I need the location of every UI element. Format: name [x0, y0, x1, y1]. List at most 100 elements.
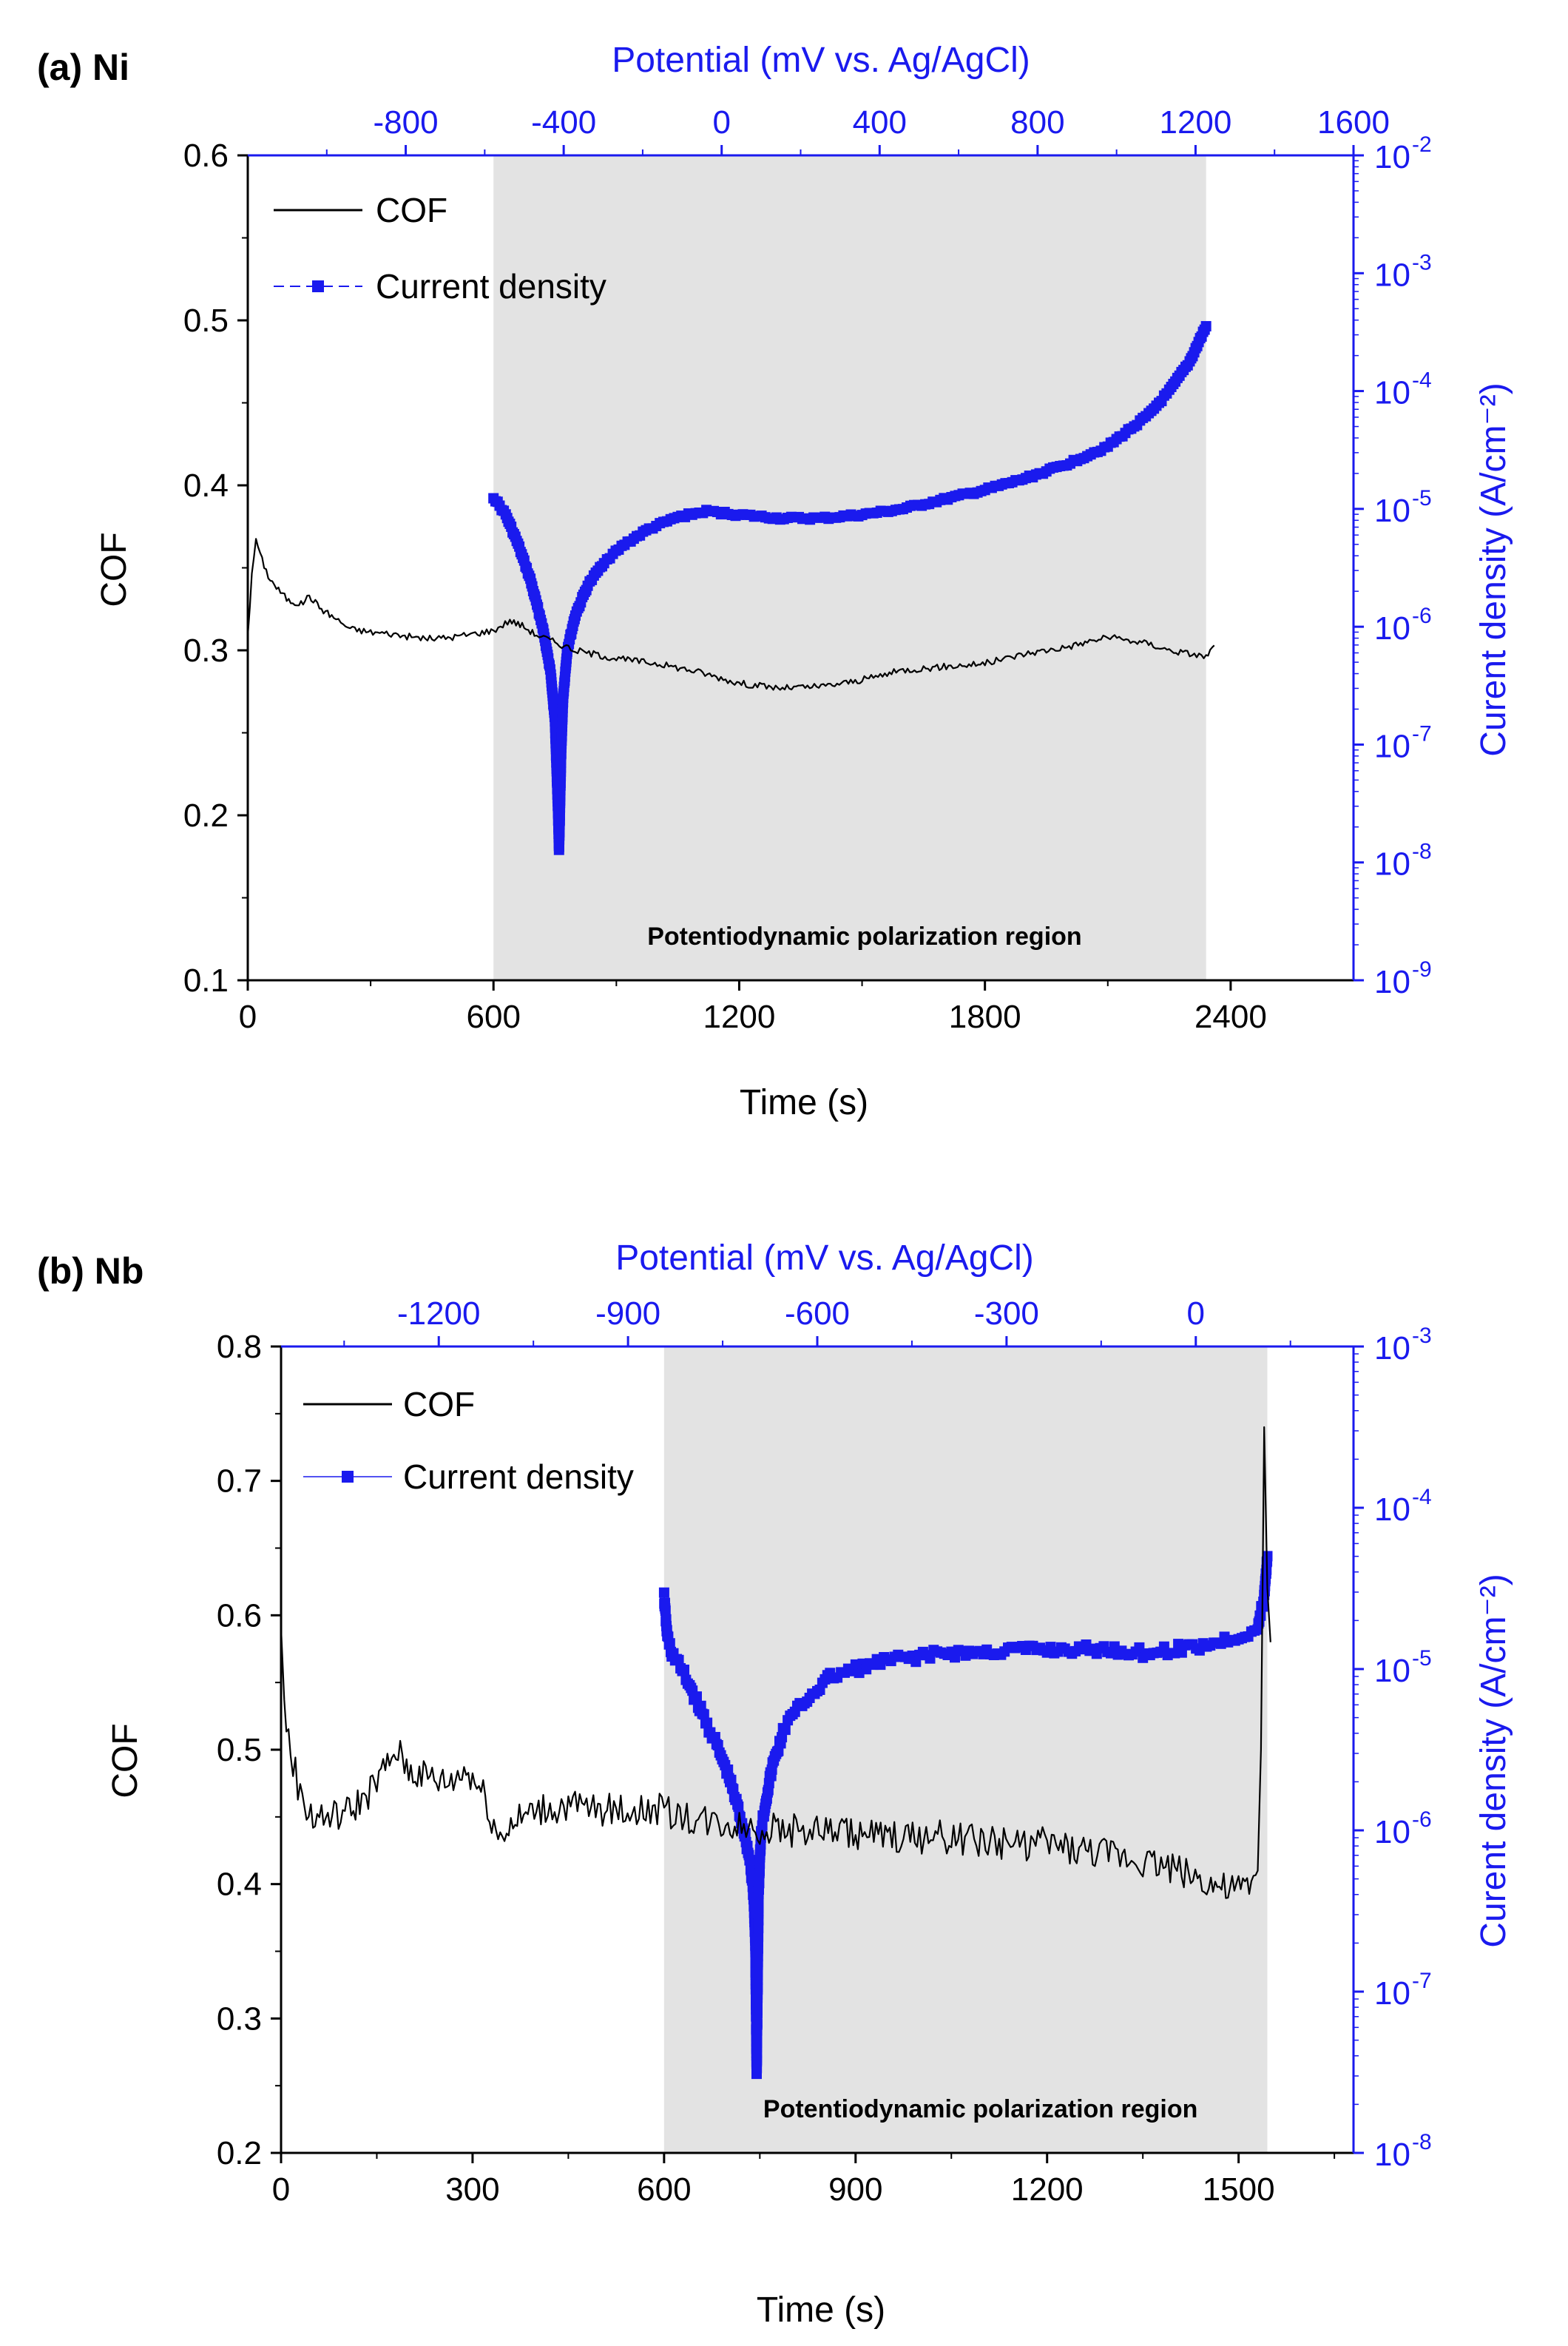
b-ytick-label: 0.3 [217, 2000, 262, 2037]
b-y2tick-label: 10-3 [1374, 1324, 1432, 1366]
b-ytick-label: 0.4 [217, 1867, 262, 1903]
b-legend-current-density: Current density [403, 1457, 634, 1496]
a-xtick-label: 1800 [949, 999, 1021, 1035]
a-x2tick-label: 1600 [1317, 104, 1390, 141]
b-current-density-series [658, 1551, 1273, 2080]
a-y2tick-label: 10-6 [1374, 604, 1432, 647]
b-current-density-point [745, 1855, 756, 1866]
b-current-density-point [752, 1959, 763, 1970]
b-ytick-label: 0.5 [217, 1732, 262, 1768]
a-cof-series [246, 538, 1215, 691]
a-x2tick-label: -800 [374, 104, 439, 141]
b-ytick-label: 0.2 [217, 2135, 262, 2171]
a-x2tick-label: -400 [531, 104, 596, 141]
b-x2tick-label: -900 [595, 1295, 660, 1332]
b-y2tick-label: 10-7 [1374, 1969, 1432, 2012]
a-y2tick-label: 10-4 [1374, 368, 1432, 411]
a-y2tick-exponent: -5 [1412, 486, 1432, 510]
a-legend-cof: COF [376, 191, 447, 229]
b-legend-cd-marker [342, 1471, 354, 1483]
a-x2tick-label: 1200 [1159, 104, 1231, 141]
a-y2tick-exponent: -7 [1412, 721, 1432, 746]
b-potential-axis-title: Potential (mV vs. Ag/AgCl) [615, 1238, 1034, 1278]
a-y2tick-label: 10-2 [1374, 132, 1432, 175]
a-y2tick-exponent: -3 [1412, 250, 1432, 274]
b-x2tick-label: -300 [974, 1295, 1039, 1332]
b-current-density-point [702, 1717, 713, 1728]
a-y2tick-exponent: -2 [1412, 132, 1432, 157]
b-polarization-region [663, 1346, 1268, 2153]
b-y2tick-exponent: -5 [1412, 1646, 1432, 1671]
a-x2tick-label: 400 [853, 104, 907, 141]
b-cof-line [280, 1426, 1271, 1899]
a-panel-label: (a) Ni [37, 47, 129, 88]
b-legend-cof: COF [403, 1385, 475, 1423]
a-time-axis-title: Time (s) [740, 1083, 868, 1122]
a-xtick-label: 2400 [1194, 999, 1267, 1035]
b-xtick-label: 0 [272, 2171, 290, 2208]
a-cof-axis-title: COF [95, 532, 134, 607]
b-cof-series [280, 1426, 1271, 1899]
b-time-axis-title: Time (s) [757, 2291, 885, 2330]
b-y2tick-exponent: -7 [1412, 1969, 1432, 1993]
a-current-axis-title: Curent density (A/cm⁻²) [1474, 382, 1513, 756]
a-potential-axis-title: Potential (mV vs. Ag/AgCl) [612, 41, 1030, 80]
b-current-density-point [673, 1654, 684, 1665]
a-ytick-label: 0.5 [183, 303, 229, 339]
a-y2tick-label: 10-7 [1374, 721, 1432, 764]
b-xtick-label: 600 [637, 2171, 691, 2208]
a-y2tick-label: 10-8 [1374, 840, 1432, 883]
b-xtick-label: 1200 [1011, 2171, 1084, 2208]
b-current-density-point [692, 1691, 702, 1702]
b-panel-label: (b) Nb [37, 1250, 143, 1292]
b-current-density-point [658, 1587, 669, 1598]
b-current-density-point [679, 1665, 689, 1675]
b-current-axis-title: Curent density (A/cm⁻²) [1474, 1574, 1513, 1947]
b-current-density-point [723, 1764, 734, 1775]
b-y2tick-label: 10-5 [1374, 1646, 1432, 1689]
a-x2tick-label: 800 [1010, 104, 1064, 141]
b-current-density-point [660, 1605, 671, 1617]
b-current-density-point [733, 1801, 744, 1812]
b-ytick-label: 0.6 [217, 1597, 262, 1634]
a-xtick-label: 0 [239, 999, 257, 1035]
b-current-density-point [751, 2037, 763, 2048]
b-y2tick-exponent: -8 [1412, 2130, 1432, 2154]
b-current-density-point [728, 1784, 739, 1795]
b-current-density-point [698, 1709, 709, 1720]
b-current-density-point [695, 1700, 706, 1711]
a-legend-current-density: Current density [376, 267, 606, 306]
a-ytick-label: 0.3 [183, 633, 229, 669]
panel-b-nb: Potentiodynamic polarization region 0.2 0… [37, 1238, 1513, 2330]
b-xtick-label: 900 [828, 2171, 882, 2208]
b-current-density-point [751, 2017, 763, 2028]
a-legend: COF Current density [274, 191, 606, 306]
b-current-density-point [726, 1774, 737, 1785]
panel-a-ni: Potentiodynamic polarization region 0.10… [37, 41, 1513, 1122]
a-y2tick-label: 10-9 [1374, 957, 1432, 1000]
b-current-density-point [664, 1638, 675, 1649]
b-y2tick-label: 10-6 [1374, 1807, 1432, 1850]
b-xtick-label: 300 [445, 2171, 499, 2208]
a-ytick-label: 0.4 [183, 468, 229, 504]
b-region-label: Potentiodynamic polarization region [763, 2095, 1198, 2123]
a-y2tick-exponent: -4 [1412, 368, 1432, 393]
a-xtick-label: 1200 [703, 999, 775, 1035]
b-y2tick-label: 10-4 [1374, 1485, 1432, 1528]
a-legend-cd-marker [312, 280, 324, 292]
b-current-density-point [753, 1898, 764, 1909]
a-x2tick-label: 0 [712, 104, 730, 141]
b-current-density-point [754, 1878, 765, 1889]
b-x2tick-label: -1200 [397, 1295, 481, 1332]
b-current-density-point [1255, 1610, 1266, 1621]
b-y2tick-label: 10-8 [1374, 2130, 1432, 2173]
b-x2tick-label: -600 [785, 1295, 850, 1332]
b-x2tick-label: 0 [1187, 1295, 1205, 1332]
a-region-label: Potentiodynamic polarization region [647, 923, 1082, 951]
b-y2tick-exponent: -4 [1412, 1485, 1432, 1509]
b-y2tick-exponent: -6 [1412, 1807, 1432, 1832]
b-ytick-label: 0.7 [217, 1463, 262, 1500]
a-xtick-label: 600 [467, 999, 521, 1035]
a-ytick-label: 0.2 [183, 798, 229, 834]
